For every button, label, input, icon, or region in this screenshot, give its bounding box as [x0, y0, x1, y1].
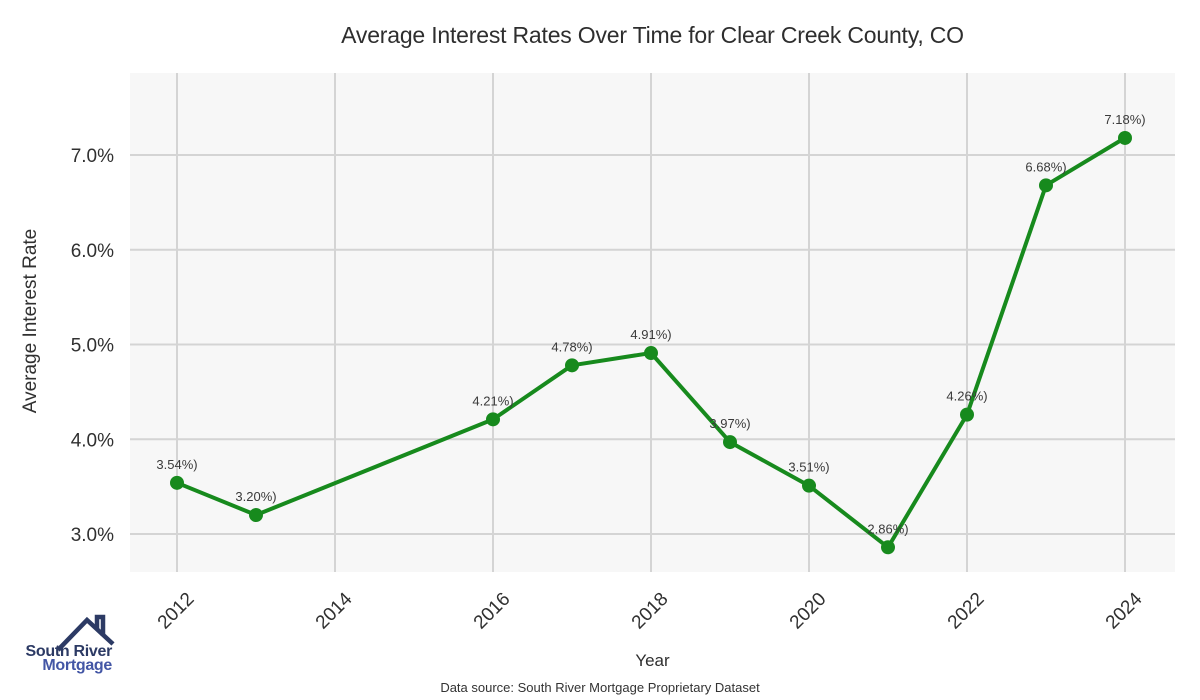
y-tick-label: 6.0% — [71, 241, 114, 262]
data-point-label: 3.51%) — [788, 460, 829, 475]
y-tick-label: 5.0% — [71, 336, 114, 357]
data-point-label: 3.97%) — [709, 416, 750, 431]
data-point-label: 3.20%) — [235, 489, 276, 504]
y-tick-label: 3.0% — [71, 525, 114, 546]
data-point — [723, 435, 737, 450]
x-tick-label: 2014 — [312, 588, 357, 633]
data-point — [802, 478, 816, 493]
y-tick-label: 7.0% — [71, 146, 114, 167]
logo-text-line1: South River — [25, 643, 113, 660]
x-tick-label: 2022 — [944, 589, 989, 634]
data-point-label: 4.26%) — [946, 389, 987, 404]
data-point-label: 4.21%) — [472, 393, 513, 408]
x-tick-label: 2024 — [1102, 588, 1147, 633]
house-roof-icon — [56, 614, 115, 652]
data-point — [170, 475, 184, 490]
data-point-label: 4.91%) — [630, 327, 671, 342]
x-tick-label: 2020 — [786, 589, 831, 634]
data-point — [644, 346, 658, 361]
data-point-label: 6.68%) — [1025, 159, 1066, 174]
south-river-mortgage-logo: South River Mortgage — [14, 643, 113, 674]
data-point — [1039, 178, 1053, 193]
data-point — [1118, 130, 1132, 145]
y-axis-title: Average Interest Rate — [20, 228, 41, 414]
data-point — [881, 540, 895, 555]
data-point — [249, 508, 263, 523]
data-point-label: 7.18%) — [1104, 112, 1145, 127]
logo-text-line2: Mortgage — [42, 656, 112, 674]
x-tick-label: 2012 — [154, 589, 199, 634]
plot-area — [130, 73, 1175, 572]
data-point — [486, 412, 500, 427]
x-tick-label: 2016 — [470, 589, 515, 634]
x-axis-title: Year — [635, 651, 670, 670]
data-point — [565, 358, 579, 373]
data-point-label: 3.54%) — [156, 457, 197, 472]
data-source-note: Data source: South River Mortgage Propri… — [440, 680, 760, 695]
chart-title: Average Interest Rates Over Time for Cle… — [341, 22, 964, 48]
x-tick-label: 2018 — [628, 589, 673, 634]
data-point — [960, 407, 974, 422]
data-point-label: 2.86%) — [867, 521, 908, 536]
y-tick-label: 4.0% — [71, 430, 114, 451]
data-point-label: 4.78%) — [551, 339, 592, 354]
